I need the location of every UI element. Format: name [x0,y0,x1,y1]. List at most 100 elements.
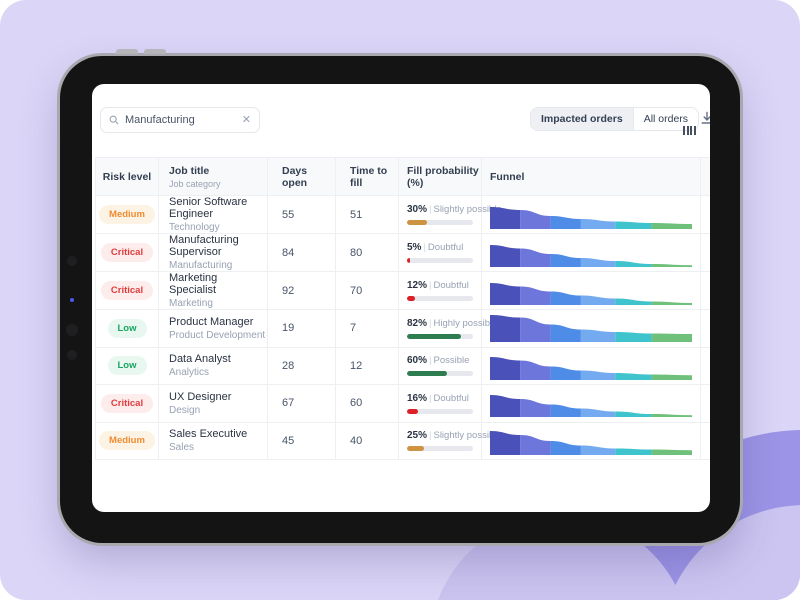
time-to-fill-cell: 80 [335,233,399,272]
probability-bar-track [407,333,473,339]
search-input-container[interactable]: ✕ [100,107,260,133]
fill-probability-cell: 5% | Doubtful [398,233,482,272]
time-to-fill-cell: 40 [335,421,399,460]
column-header-time-to-fill[interactable]: Time to fill [335,157,399,196]
risk-cell: Low [95,309,159,348]
funnel-cell [481,233,701,272]
table-row[interactable]: Low Data Analyst Analytics 28 12 60% | Possible [95,346,710,385]
risk-badge: Critical [100,393,154,413]
job-title-text: Marketing Specialist [169,272,218,296]
column-header-funnel[interactable]: Funnel [481,157,701,196]
tablet-frame: ✕ Impacted orders All orders [60,49,740,543]
risk-cell: Critical [95,233,159,272]
tablet-camera-dot [67,350,77,360]
job-category-text: Design [169,404,201,416]
column-header-days-open[interactable]: Days open [267,157,336,196]
time-to-fill-cell: 12 [335,346,399,385]
job-category-text: Sales [169,442,195,454]
download-icon[interactable] [700,111,710,125]
funnel-chart [490,206,692,229]
app-screen: ✕ Impacted orders All orders [92,84,710,512]
job-cell: Marketing Specialist Marketing [158,271,268,310]
search-icon [109,115,119,125]
search-input[interactable] [125,114,236,126]
probability-bar-fill [407,296,415,301]
job-title-text: Sales Executive [169,428,248,441]
clipped-cell [700,233,710,272]
funnel-cell [481,421,701,460]
days-open-cell: 67 [267,384,336,423]
table-row[interactable]: Critical UX Designer Design 67 60 16% | Doubtfu… [95,384,710,423]
job-title-text: Manufacturing Supervisor [169,234,239,258]
probability-bar-fill [407,220,427,225]
clipped-cell [700,346,710,385]
tablet-camera-dot [67,256,77,266]
funnel-cell [481,346,701,385]
job-cell: Data Analyst Analytics [158,346,268,385]
probability-bar-fill [407,408,418,414]
risk-badge: Critical [100,281,154,300]
clipped-cell [700,384,710,423]
probability-bar-fill [407,371,447,377]
job-category-text: Marketing [169,298,213,309]
probability-bar-track [407,258,473,263]
time-to-fill-cell: 60 [335,384,399,423]
table-row[interactable]: Critical Manufacturing Supervisor Manufact… [95,233,710,272]
job-cell: Sales Executive Sales [158,421,268,460]
funnel-chart [490,430,692,455]
job-title-text: Product Manager [169,315,254,328]
tablet-volume-button [144,49,166,54]
days-open-cell: 55 [267,195,336,234]
fill-probability-cell: 12% | Doubtful [398,271,482,310]
risk-badge: Low [107,356,147,376]
table-row[interactable]: Critical Marketing Specialist Marketing 92 7… [95,271,710,310]
tablet-volume-button [116,49,138,54]
funnel-chart [490,244,692,267]
all-orders-button[interactable]: All orders [643,113,689,125]
probability-text: 60% | Possible [407,355,470,367]
table-row[interactable]: Low Product Manager Product Development 19 7… [95,309,710,348]
fill-probability-cell: 60% | Possible [398,346,482,385]
days-open-cell: 19 [267,309,336,348]
table-header-row: Risk level Job title Job category Days o… [95,157,710,196]
probability-bar-track [407,220,473,225]
table-row[interactable]: Medium Sales Executive Sales 45 40 25% | Slight… [95,421,710,460]
probability-bar-track [407,446,473,452]
job-title-text: Data Analyst [169,353,231,366]
job-title-header-label: Job title [169,164,210,177]
funnel-chart [490,395,692,418]
probability-bar-track [407,296,473,301]
clear-search-icon[interactable]: ✕ [241,113,251,126]
columns-icon[interactable] [683,125,696,135]
risk-cell: Critical [95,384,159,423]
column-header-job-title[interactable]: Job title Job category [158,157,268,196]
fill-probability-cell: 25% | Slightly possible [398,421,502,460]
funnel-cell [481,271,701,310]
funnel-cell [481,195,701,234]
column-header-fill-probability[interactable]: Fill probability (%) [398,157,482,196]
probability-bar-fill [407,258,411,263]
job-category-text: Manufacturing [169,260,233,271]
funnel-chart [490,356,692,380]
column-header-risk-level[interactable]: Risk level [95,157,159,196]
funnel-cell [481,384,701,423]
probability-text: 82% | Highly possible [407,317,498,329]
job-cell: Manufacturing Supervisor Manufacturing [158,233,268,272]
job-cell: UX Designer Design [158,384,268,423]
job-category-text: Product Development [169,329,266,341]
risk-badge: Critical [100,243,154,262]
risk-badge: Medium [99,431,155,451]
table-row[interactable]: Medium Senior Software Engineer Technology… [95,195,710,234]
job-category-header-label: Job category [169,178,221,189]
probability-bar-fill [407,446,424,452]
impacted-orders-button[interactable]: Impacted orders [531,108,633,130]
orders-toggle: Impacted orders All orders [530,107,700,131]
fill-probability-cell: 82% | Highly possible [398,309,498,348]
probability-bar-track [407,408,473,414]
funnel-cell [481,309,701,348]
table-body: Medium Senior Software Engineer Technology… [95,195,710,460]
days-open-cell: 45 [267,421,336,460]
toggle-divider [632,108,634,130]
clipped-cell [700,195,710,234]
